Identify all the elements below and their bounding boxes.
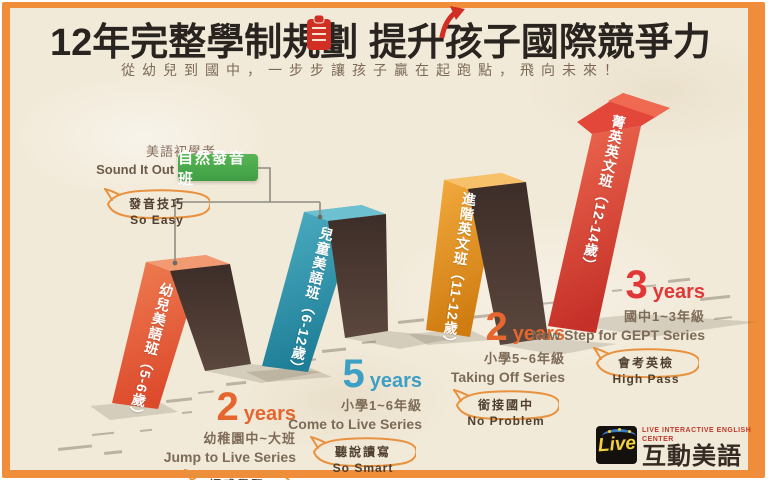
years-word: years: [243, 403, 296, 425]
intro-bubble-en: So Easy: [130, 213, 184, 227]
brand-logo: Live LIVE INTERACTIVE ENGLISH CENTER 互動美…: [596, 426, 770, 470]
stage-bubble-en: No Problem: [467, 414, 545, 428]
years-number: 3: [625, 263, 648, 307]
logo-dot: [608, 430, 611, 433]
ribbon-stage-2: [262, 205, 388, 372]
years-number: 2: [216, 385, 239, 429]
stage-series: Jump to Live Series: [163, 449, 296, 465]
clipboard-icon: [307, 14, 331, 50]
speech-bubble-icon: [453, 389, 559, 421]
years-word: years: [369, 370, 422, 392]
stage-bubble: 銜接國中 No Problem: [453, 389, 559, 428]
stage-bubble-en: High Pass: [612, 372, 680, 386]
speech-bubble-icon: [104, 188, 210, 220]
rising-arrow-icon: [439, 6, 465, 38]
speech-bubble-icon: [593, 347, 699, 379]
stage-bubble-zh: 銜接國中: [477, 398, 534, 412]
years-word: years: [512, 323, 565, 345]
years-word: years: [652, 281, 705, 303]
stage-bubble: 會考英檢 High Pass: [593, 347, 699, 386]
logo-text-block: LIVE INTERACTIVE ENGLISH CENTER 互動美語: [642, 426, 770, 470]
stage-grade: 小學5~6年級: [483, 351, 565, 366]
stage-info-3: 2 years 小學5~6年級 Taking Off Series 銜接國中 N…: [365, 305, 565, 428]
stage-years: 2 years: [96, 385, 296, 429]
stage-grade: 幼稚園中~大班: [203, 431, 296, 446]
stage-bubble: 語感學習 Really Fun: [184, 469, 290, 480]
phonics-course-tag: 自然發音班: [178, 150, 258, 188]
page-title: 12年完整學制規劃 提升孩子國際競爭力: [50, 22, 711, 64]
stage-bubble-zh: 會考英檢: [617, 356, 674, 370]
stage-series: Taking Off Series: [450, 369, 565, 385]
intro-bubble: 發音技巧 So Easy: [104, 188, 210, 227]
years-number: 2: [485, 305, 508, 349]
stage-series: New Step for GEPT Series: [531, 327, 706, 343]
speech-bubble-icon: [310, 436, 416, 468]
stage-grade: 小學1~6年級: [340, 398, 422, 413]
logo-brand-name: 互動美語: [642, 443, 743, 470]
ribbon-stage-4: [548, 93, 670, 333]
stage-series: Come to Live Series: [288, 416, 422, 432]
years-number: 5: [342, 352, 365, 396]
stage-bubble: 聽說讀寫 So Smart: [310, 436, 416, 475]
poster-subtitle: 從幼兒到國中，一步步讓孩子贏在起跑點，飛向未來！: [121, 62, 625, 78]
stage-info-1: 2 years 幼稚園中~大班 Jump to Live Series 語感學習…: [96, 385, 296, 480]
stage-bubble-zh: 聽說讀寫: [334, 445, 391, 459]
live-logo-mark: Live: [596, 426, 638, 464]
logo-dot: [618, 428, 621, 431]
stage-years: 2 years: [365, 305, 565, 349]
ribbon-stage-3: [426, 173, 548, 345]
speech-bubble-icon: [184, 469, 290, 480]
logo-wordmark: Live: [596, 432, 637, 457]
stage-grade: 國中1~3年級: [623, 309, 705, 324]
stage-info-4: 3 years 國中1~3年級 New Step for GEPT Series…: [505, 263, 706, 386]
stage-bubble-en: So Smart: [332, 461, 394, 475]
logo-tagline: LIVE INTERACTIVE ENGLISH CENTER: [642, 427, 752, 443]
stage-years: 3 years: [505, 263, 705, 307]
stage-bubble-zh: 語感學習: [184, 469, 290, 480]
intro-bubble-zh: 發音技巧: [128, 197, 185, 211]
logo-dot: [628, 430, 631, 433]
connector-lines: [174, 167, 321, 261]
ribbon-stage-1: [112, 255, 251, 409]
stage-info-2: 5 years 小學1~6年級 Come to Live Series 聽說讀寫…: [222, 352, 422, 475]
stage-years: 5 years: [222, 352, 422, 396]
